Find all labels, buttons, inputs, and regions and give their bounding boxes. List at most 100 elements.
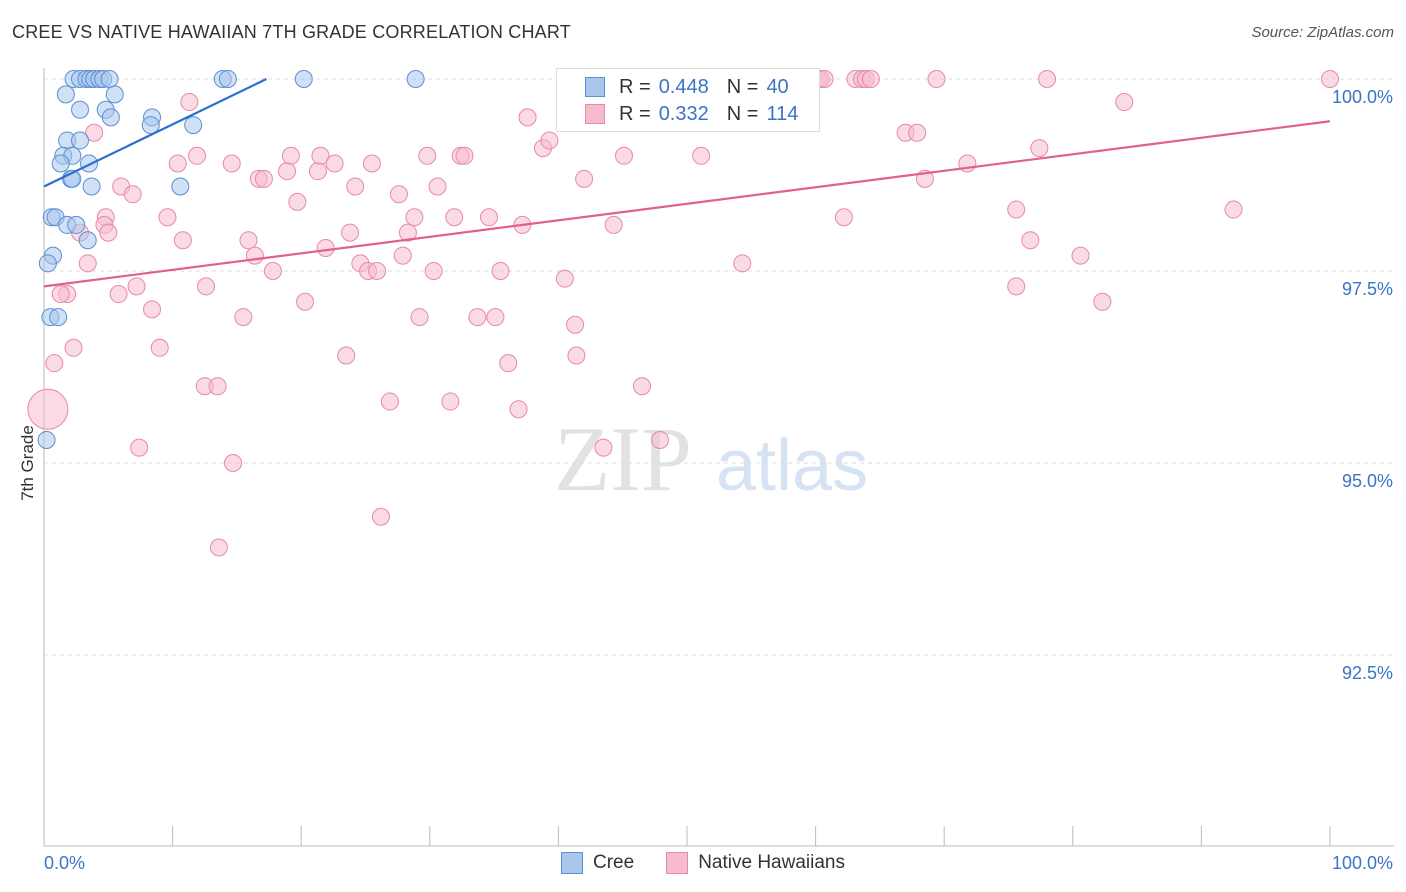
n-label: N = — [726, 75, 759, 98]
native-hawaiian-point — [143, 300, 162, 319]
native-hawaiian-point — [1093, 292, 1112, 311]
native-hawaiian-point — [509, 400, 528, 419]
native-hawaiian-point — [1007, 200, 1026, 219]
native-hawaiian-point — [308, 162, 327, 181]
native-hawaiian-point — [296, 292, 315, 311]
watermark-zip: ZIP — [554, 408, 692, 510]
native-hawaiian-point — [468, 308, 487, 327]
cree-legend-swatch — [561, 852, 583, 874]
native-hawaiian-trend-line — [43, 120, 1331, 288]
native-hawaiian-point — [418, 146, 437, 165]
legend-item-cree[interactable]: Cree — [561, 852, 634, 874]
native-hawaiian-point — [85, 123, 104, 142]
native-hawaiian-point — [405, 208, 424, 227]
native-hawaiian-point — [486, 308, 505, 327]
n-value: 40 — [766, 75, 789, 98]
native-hawaiian-point — [150, 338, 169, 357]
cree-point — [37, 430, 56, 449]
tick-labels: 100.0% 97.5% 95.0% 92.5% 0.0% 100.0% — [44, 87, 1393, 873]
native-hawaiian-point — [51, 285, 70, 304]
cree-point — [105, 85, 124, 104]
native-hawaiian-point — [123, 185, 142, 204]
native-hawaiian-point — [393, 246, 412, 265]
cree-point — [78, 231, 97, 250]
native-hawaiian-point — [428, 177, 447, 196]
native-hawaiian-point — [566, 315, 585, 334]
native-hawaiian-point — [861, 70, 880, 88]
legend-item-native-hawaiians[interactable]: Native Hawaiians — [666, 852, 845, 874]
native-hawaiian-point — [1038, 70, 1057, 88]
native-hawaiian-point — [127, 277, 146, 296]
source-label: Source: ZipAtlas.com — [1251, 24, 1394, 41]
native-hawaiian-point — [27, 388, 69, 430]
native-hawaiian-point — [540, 131, 559, 150]
native-hawaiian-point — [455, 146, 474, 165]
native-hawaiian-point — [499, 354, 518, 373]
native-hawaiian-point — [173, 231, 192, 250]
n-value: 114 — [766, 102, 799, 125]
series-legend: Cree Native Hawaiians — [0, 852, 1406, 874]
r-value: 0.332 — [658, 102, 709, 125]
cree-point — [184, 116, 203, 135]
cree-point — [294, 70, 313, 88]
native-hawaiian-point — [908, 123, 927, 142]
axes — [43, 68, 1394, 847]
y-axis-label: 7th Grade — [18, 425, 37, 501]
native-hawaiian-point — [567, 346, 586, 365]
native-hawaiian-point — [575, 169, 594, 188]
native-hawaiian-point — [834, 208, 853, 227]
native-hawaiian-point — [424, 262, 443, 280]
native-hawaiian-point — [197, 277, 216, 296]
native-hawaiian-point — [1030, 139, 1049, 158]
stats-row-native-hawaiians: R = 0.332 N = 114 — [557, 101, 798, 127]
x-tick-label: 100.0% — [1332, 853, 1393, 873]
native-hawaiian-point — [650, 430, 669, 449]
native-hawaiian-point — [604, 215, 623, 234]
native-hawaiians-legend-swatch — [666, 852, 689, 874]
native-hawaiian-point — [1224, 200, 1243, 219]
native-hawaiian-point — [368, 262, 387, 280]
native-hawaiian-point — [410, 308, 429, 327]
native-hawaiian-point — [371, 507, 390, 526]
watermark: ZIP atlas — [554, 408, 868, 510]
y-tick-label: 97.5% — [1342, 279, 1393, 299]
native-hawaiian-point — [130, 438, 149, 457]
native-hawaiian-point — [445, 208, 464, 227]
stats-row-cree: R = 0.448 N = 40 — [557, 74, 789, 100]
cree-point — [67, 215, 86, 234]
native-hawaiian-point — [254, 169, 273, 188]
native-hawaiian-point — [239, 231, 258, 250]
native-hawaiian-point — [224, 454, 243, 472]
trend-lines — [43, 78, 1331, 288]
native-hawaiian-point — [927, 70, 946, 88]
r-label: R = — [619, 75, 651, 98]
cree-point — [171, 177, 190, 196]
native-hawaiian-point — [346, 177, 365, 196]
native-hawaiian-point — [222, 154, 241, 173]
native-hawaiians-swatch — [585, 104, 605, 124]
native-hawaiian-point — [99, 223, 118, 242]
cree-point — [80, 154, 99, 173]
legend-label-native-hawaiians: Native Hawaiians — [698, 852, 845, 873]
native-hawaiian-point — [1007, 277, 1026, 296]
native-hawaiian-point — [188, 146, 207, 165]
native-hawaiian-point — [78, 254, 97, 273]
cree-point — [71, 100, 90, 119]
cree-point — [49, 308, 68, 327]
native-hawaiian-point — [1071, 246, 1090, 265]
r-value: 0.448 — [658, 75, 709, 98]
cree-point — [406, 70, 425, 88]
native-hawaiian-point — [281, 146, 300, 165]
native-hawaiian-point — [278, 162, 297, 181]
native-hawaiian-point — [180, 93, 199, 112]
native-hawaiian-point — [518, 108, 537, 127]
native-hawaiian-point — [158, 208, 177, 227]
cree-point — [100, 70, 119, 88]
native-hawaiian-point — [325, 154, 344, 173]
native-hawaiian-point — [479, 208, 498, 227]
native-hawaiian-point — [398, 223, 417, 242]
cree-point — [141, 116, 160, 135]
cree-swatch — [585, 77, 605, 97]
y-tick-label: 92.5% — [1342, 663, 1393, 683]
